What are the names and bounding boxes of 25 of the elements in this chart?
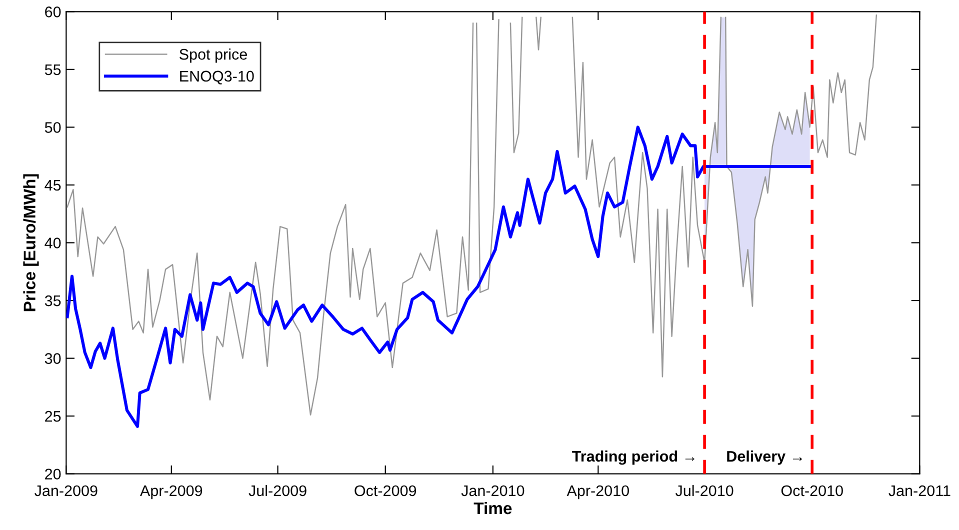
- y-axis-title: Price [Euro/MWh]: [23, 174, 39, 312]
- x-tick-label: Apr-2010: [566, 485, 629, 500]
- y-tick-label: 25: [45, 410, 61, 422]
- y-tick-label: 55: [44, 64, 61, 76]
- y-tick-label: 20: [45, 468, 61, 480]
- annotation: Trading period →: [572, 450, 694, 465]
- x-tick-label: Jul-2010: [675, 484, 734, 496]
- x-tick-label: Jul-2009: [248, 484, 306, 496]
- y-tick-label: 60: [45, 6, 61, 18]
- line-series: [66, 126, 812, 428]
- y-tick-label: 50: [44, 122, 61, 133]
- legend-label: Spot price: [180, 48, 247, 63]
- y-tick-label: 35: [44, 295, 61, 306]
- x-tick-label: Oct-2010: [781, 485, 843, 496]
- x-tick-label: Apr-2009: [140, 485, 202, 500]
- legend-label: ENOQ3-10: [180, 70, 254, 84]
- annotation: Delivery →: [727, 450, 802, 465]
- x-axis-title: Time: [474, 502, 512, 514]
- x-tick-label: Oct-2009: [354, 485, 416, 496]
- x-tick-label: Jan-2009: [34, 485, 98, 496]
- x-tick-label: Jan-2011: [888, 485, 950, 496]
- y-tick-label: 30: [44, 353, 61, 364]
- y-tick-label: 45: [44, 180, 61, 191]
- x-tick-label: Jan-2010: [461, 485, 524, 496]
- y-tick-label: 40: [44, 238, 61, 248]
